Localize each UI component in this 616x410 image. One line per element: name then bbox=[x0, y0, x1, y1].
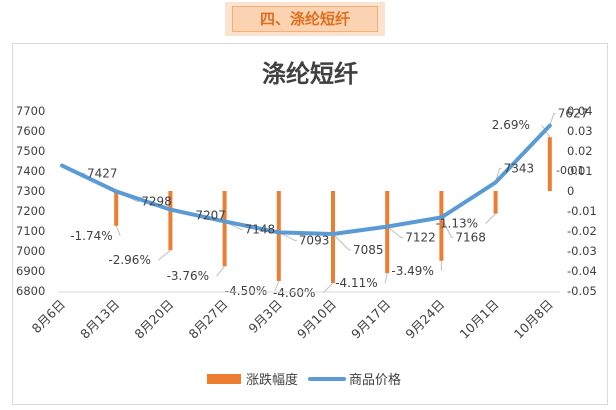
bar-1 bbox=[114, 191, 119, 226]
bar-3 bbox=[222, 191, 227, 267]
pct-label-leader-8 bbox=[485, 213, 496, 224]
legend-label-bars: 涨跌幅度 bbox=[246, 372, 298, 388]
price-label-3: 7148 bbox=[245, 222, 276, 236]
y-right-tick-label: -0.03 bbox=[567, 244, 597, 258]
pct-label-4: -4.50% bbox=[225, 284, 267, 298]
pct-label-3: -3.76% bbox=[167, 269, 209, 283]
x-tick-label: 9月10日 bbox=[294, 297, 339, 342]
price-line bbox=[60, 123, 552, 236]
price-label-2: 7207 bbox=[195, 209, 226, 223]
pct-label-6: -4.11% bbox=[335, 276, 377, 290]
y-left-tick-label: 7000 bbox=[16, 244, 45, 258]
y-right-tick-label: 0.04 bbox=[567, 104, 593, 118]
pct-label-leader-4 bbox=[274, 280, 280, 292]
y-left-tick-label: 6800 bbox=[16, 284, 45, 298]
x-tick-label: 10月8日 bbox=[511, 297, 556, 342]
data-labels: 7427 7298 7207 7148 7093 7085 7122 7168 7343 7627… bbox=[70, 107, 588, 300]
x-tick-label: 8月20日 bbox=[131, 297, 176, 342]
bar-6 bbox=[385, 191, 390, 274]
price-label-leader-5 bbox=[332, 233, 351, 251]
bar-2 bbox=[168, 191, 173, 251]
y-right-tick-label: 0 bbox=[567, 184, 574, 198]
price-label-leader-7 bbox=[440, 217, 454, 238]
legend: 涨跌幅度 商品价格 bbox=[207, 372, 401, 388]
y-right-tick-label: -0.01 bbox=[567, 204, 597, 218]
bar-series bbox=[114, 137, 552, 283]
y-left-tick-label: 7200 bbox=[16, 204, 45, 218]
y-axis-right: -0.05 -0.04 -0.03 -0.02 -0.01 0 0.01 0.02 0.03 0.… bbox=[567, 104, 597, 298]
section-header: 四、涤纶短纤 bbox=[232, 6, 378, 32]
price-label-0: 7427 bbox=[87, 167, 118, 181]
price-label-7: 7168 bbox=[455, 230, 486, 244]
x-tick-label: 9月17日 bbox=[348, 297, 393, 342]
price-label-5: 7085 bbox=[353, 243, 384, 257]
pct-label-5: -4.60% bbox=[273, 286, 315, 300]
pct-label-leader-3 bbox=[216, 265, 225, 277]
y-left-tick-label: 7700 bbox=[16, 104, 45, 118]
price-label-1: 7298 bbox=[141, 194, 172, 208]
section-header-label: 四、涤纶短纤 bbox=[259, 10, 350, 28]
bar-7 bbox=[439, 191, 444, 261]
price-label-leader-4 bbox=[278, 231, 297, 241]
legend-swatch-bars bbox=[207, 374, 241, 384]
y-right-tick-label: 0.02 bbox=[567, 144, 593, 158]
x-tick-label: 8月6日 bbox=[29, 297, 69, 337]
pct-label-leader-5 bbox=[322, 282, 334, 294]
price-label-4: 7093 bbox=[299, 233, 330, 247]
x-tick-label: 8月13日 bbox=[77, 297, 122, 342]
pct-label-2: -2.96% bbox=[108, 253, 150, 267]
y-left-tick-label: 6900 bbox=[16, 264, 45, 278]
price-label-9: 7627 bbox=[558, 107, 589, 121]
extra-label: -0.01 bbox=[556, 164, 584, 177]
y-right-tick-label: -0.02 bbox=[567, 224, 597, 238]
x-tick-label: 8月27日 bbox=[186, 297, 231, 342]
price-label-6: 7122 bbox=[405, 231, 436, 245]
x-tick-label: 10月1日 bbox=[457, 297, 502, 342]
chart-frame bbox=[12, 43, 608, 405]
y-left-tick-label: 7600 bbox=[16, 124, 45, 138]
bar-4 bbox=[276, 191, 281, 281]
pct-label-7: -3.49% bbox=[391, 264, 433, 278]
y-right-tick-label: 0.03 bbox=[567, 124, 593, 138]
pct-label-leader-2 bbox=[158, 249, 171, 261]
pct-label-leader-6 bbox=[384, 273, 388, 284]
line-series bbox=[60, 123, 552, 236]
y-left-tick-label: 7500 bbox=[16, 144, 45, 158]
x-tick-label: 9月24日 bbox=[402, 297, 447, 342]
y-right-tick-label: -0.04 bbox=[567, 264, 597, 278]
pct-label-1: -1.74% bbox=[70, 229, 112, 243]
bar-9 bbox=[547, 137, 552, 191]
pct-label-8: -1.13% bbox=[436, 217, 478, 231]
price-label-leader-6 bbox=[386, 226, 404, 239]
y-axis-left: 6800 6900 7000 7100 7200 7300 7400 7500 7600 7700 bbox=[16, 104, 45, 298]
y-left-tick-label: 7100 bbox=[16, 224, 45, 238]
y-right-tick-label: -0.05 bbox=[567, 284, 597, 298]
price-label-leader-9 bbox=[549, 113, 556, 126]
y-left-tick-label: 7300 bbox=[16, 184, 45, 198]
x-tick-label: 9月3日 bbox=[245, 297, 285, 337]
bar-5 bbox=[331, 191, 335, 283]
pct-label-9: 2.69% bbox=[492, 118, 530, 132]
y-right-tick-label: 0.01 bbox=[567, 164, 593, 178]
price-label-leader-8 bbox=[495, 167, 502, 183]
legend-label-line: 商品价格 bbox=[349, 372, 401, 388]
pct-label-leader-1 bbox=[115, 225, 121, 236]
chart-title: 涤纶短纤 bbox=[262, 60, 358, 88]
price-label-8: 7343 bbox=[504, 161, 535, 175]
bar-8 bbox=[493, 191, 498, 214]
y-left-tick-label: 7400 bbox=[16, 164, 45, 178]
